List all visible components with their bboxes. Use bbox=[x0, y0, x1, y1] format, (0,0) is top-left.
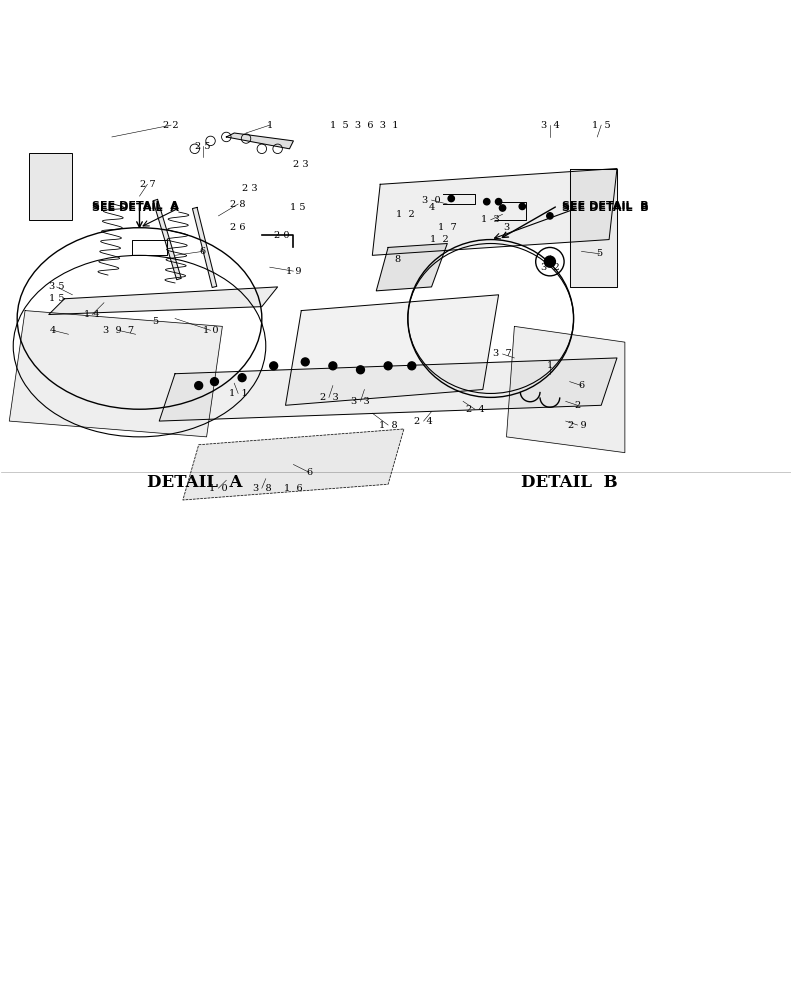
Circle shape bbox=[544, 256, 555, 267]
Text: 3  8: 3 8 bbox=[253, 484, 271, 493]
Polygon shape bbox=[153, 199, 181, 280]
Text: 2 5: 2 5 bbox=[195, 142, 211, 151]
Text: 1 4: 1 4 bbox=[84, 310, 100, 319]
Circle shape bbox=[356, 366, 364, 374]
Text: 3 5: 3 5 bbox=[49, 282, 64, 291]
Text: 1  3: 1 3 bbox=[482, 215, 500, 224]
Polygon shape bbox=[569, 169, 617, 287]
Circle shape bbox=[270, 362, 278, 370]
Text: 1  2: 1 2 bbox=[430, 235, 449, 244]
Polygon shape bbox=[49, 287, 278, 315]
Text: 1 9: 1 9 bbox=[286, 267, 301, 276]
Text: 1: 1 bbox=[267, 121, 273, 130]
Text: 3  9  7: 3 9 7 bbox=[103, 326, 134, 335]
Polygon shape bbox=[227, 133, 293, 149]
Text: 6: 6 bbox=[307, 468, 312, 477]
Text: 1 5: 1 5 bbox=[49, 294, 64, 303]
Text: 3  0: 3 0 bbox=[422, 196, 441, 205]
Text: 2 3: 2 3 bbox=[294, 160, 309, 169]
Text: 2: 2 bbox=[574, 401, 581, 410]
Text: 2 0: 2 0 bbox=[274, 231, 289, 240]
Circle shape bbox=[484, 199, 490, 205]
FancyBboxPatch shape bbox=[29, 153, 72, 220]
Circle shape bbox=[496, 199, 502, 205]
Text: 8: 8 bbox=[394, 255, 401, 264]
Polygon shape bbox=[192, 207, 217, 287]
Text: 3: 3 bbox=[504, 223, 509, 232]
Text: 2 3: 2 3 bbox=[242, 184, 258, 193]
Polygon shape bbox=[159, 358, 617, 421]
Text: 3  3: 3 3 bbox=[351, 397, 370, 406]
Text: 1  5: 1 5 bbox=[592, 121, 611, 130]
Text: 3  7: 3 7 bbox=[493, 349, 512, 358]
Text: 2 2: 2 2 bbox=[163, 121, 179, 130]
Text: 1  6: 1 6 bbox=[284, 484, 303, 493]
Text: 1  5  3  6  3  1: 1 5 3 6 3 1 bbox=[330, 121, 398, 130]
Text: 2 8: 2 8 bbox=[230, 200, 246, 209]
Polygon shape bbox=[372, 169, 617, 255]
Circle shape bbox=[238, 374, 246, 382]
Text: 5: 5 bbox=[596, 249, 603, 258]
Text: SEE DETAIL  B: SEE DETAIL B bbox=[562, 203, 649, 213]
Polygon shape bbox=[285, 295, 499, 405]
Circle shape bbox=[546, 213, 553, 219]
Text: 3  4: 3 4 bbox=[540, 121, 559, 130]
Circle shape bbox=[211, 378, 219, 386]
Polygon shape bbox=[183, 429, 404, 500]
Text: DETAIL  A: DETAIL A bbox=[147, 474, 242, 491]
Circle shape bbox=[195, 382, 203, 390]
Text: DETAIL  B: DETAIL B bbox=[521, 474, 618, 491]
Text: 2  3: 2 3 bbox=[319, 393, 338, 402]
Text: 2  4: 2 4 bbox=[414, 417, 433, 426]
Text: 6: 6 bbox=[200, 247, 206, 256]
Text: 1  2: 1 2 bbox=[396, 210, 415, 219]
Polygon shape bbox=[376, 244, 447, 291]
Circle shape bbox=[329, 362, 337, 370]
Circle shape bbox=[408, 362, 416, 370]
Polygon shape bbox=[10, 311, 223, 437]
Text: 6: 6 bbox=[578, 381, 584, 390]
Circle shape bbox=[519, 203, 525, 210]
Text: 1 0: 1 0 bbox=[203, 326, 219, 335]
Text: 1: 1 bbox=[546, 361, 553, 370]
Text: SEE DETAIL  A: SEE DETAIL A bbox=[92, 203, 179, 213]
Circle shape bbox=[448, 195, 455, 202]
Text: 4: 4 bbox=[50, 326, 55, 335]
Text: 1  1: 1 1 bbox=[229, 389, 248, 398]
Text: 4: 4 bbox=[428, 203, 435, 212]
Text: 1  0: 1 0 bbox=[209, 484, 228, 493]
Text: 2  4: 2 4 bbox=[466, 405, 484, 414]
Circle shape bbox=[500, 205, 506, 211]
Text: 2 6: 2 6 bbox=[230, 223, 246, 232]
Polygon shape bbox=[507, 326, 625, 453]
Text: 2  9: 2 9 bbox=[568, 421, 587, 430]
Text: 1  7: 1 7 bbox=[438, 223, 457, 232]
Circle shape bbox=[384, 362, 392, 370]
Circle shape bbox=[301, 358, 309, 366]
Text: 5: 5 bbox=[152, 317, 158, 326]
Text: SEE DETAIL  A: SEE DETAIL A bbox=[92, 201, 179, 211]
Text: 3  2: 3 2 bbox=[540, 263, 559, 272]
Text: 1 5: 1 5 bbox=[290, 203, 305, 212]
Text: 1  8: 1 8 bbox=[379, 421, 398, 430]
Text: SEE DETAIL  B: SEE DETAIL B bbox=[562, 201, 649, 211]
Text: 2 7: 2 7 bbox=[139, 180, 155, 189]
